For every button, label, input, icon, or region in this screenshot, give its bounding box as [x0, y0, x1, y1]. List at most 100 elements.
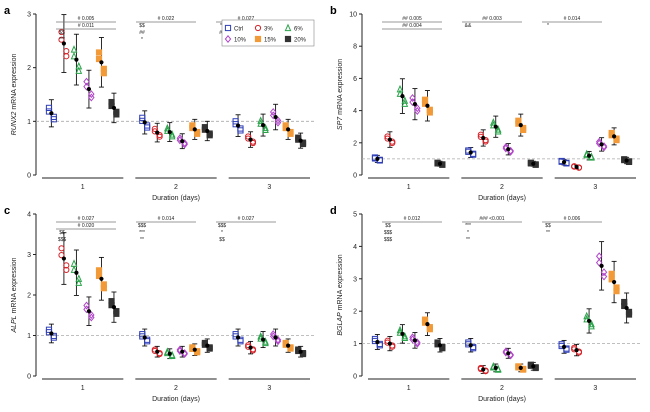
x-tick-label: 3 [267, 385, 271, 392]
data-point-15% [613, 288, 620, 295]
significance-label: ** [466, 237, 470, 243]
legend: Ctrl 3% 6% 10% 15% 20% [221, 19, 315, 47]
significance-label: *** [59, 37, 65, 43]
mean-point [74, 57, 79, 62]
data-point-6% [396, 325, 404, 334]
data-point-Ctrl [563, 346, 570, 353]
mean-point [74, 270, 79, 275]
data-point-6% [588, 319, 595, 328]
data-point-6% [70, 265, 78, 273]
data-point-6% [396, 89, 404, 97]
mean-point [260, 122, 266, 128]
y-axis-label: SP7 mRNA expression [337, 59, 344, 130]
data-point-15% [287, 130, 294, 137]
data-point-3% [482, 138, 489, 145]
significance-label: $$ [139, 23, 145, 29]
data-point-10% [88, 90, 95, 99]
significance-label: # 0.027 [238, 16, 255, 22]
x-tick-label: 1 [81, 184, 85, 191]
data-point-20% [206, 345, 213, 352]
mean-point [412, 338, 418, 343]
y-tick-label: 4 [353, 108, 357, 115]
data-point-15% [95, 55, 103, 63]
significance-label: ### <0.001 [479, 216, 504, 222]
data-point-10% [414, 339, 421, 348]
data-point-6% [583, 314, 591, 323]
mean-point [425, 322, 430, 327]
data-point-6% [75, 274, 83, 282]
data-point-10% [269, 332, 277, 341]
data-point-20% [299, 350, 307, 358]
data-point-10% [502, 347, 510, 356]
mean-point [248, 345, 253, 350]
mean-point [235, 123, 241, 128]
legend-marker [284, 35, 292, 43]
data-point-6% [257, 116, 265, 124]
mean-point [49, 111, 54, 116]
data-point-3% [58, 252, 65, 259]
data-point-6% [489, 118, 497, 126]
data-point-6% [168, 130, 176, 138]
data-point-6% [262, 125, 269, 134]
y-axis-suffix: mRNA expression [11, 54, 18, 112]
x-axis-label: Duration (days) [478, 396, 526, 403]
significance-label: # 0.006 [564, 216, 581, 222]
mean-point [235, 335, 241, 340]
data-point-3% [156, 350, 163, 358]
mean-point [574, 347, 579, 353]
legend-marker [254, 35, 262, 43]
data-point-10% [595, 137, 603, 146]
data-point-10% [414, 104, 421, 113]
mean-point [99, 60, 104, 65]
x-tick-label: 1 [407, 385, 411, 392]
significance-label: ** [546, 230, 550, 236]
significance-label: * [221, 230, 223, 236]
data-point-3% [389, 139, 396, 147]
data-point-20% [299, 140, 307, 148]
x-tick-label: 3 [593, 385, 597, 392]
mean-point [437, 343, 443, 348]
data-point-6% [70, 51, 78, 60]
y-tick-label: 2 [353, 140, 357, 147]
data-point-15% [100, 70, 107, 77]
data-point-15% [608, 270, 615, 277]
significance-label: ## [139, 30, 145, 36]
mean-point [387, 341, 392, 346]
mean-point [468, 150, 473, 155]
mean-point [142, 120, 147, 125]
data-point-6% [262, 337, 269, 345]
panel-letter: b [330, 5, 337, 17]
significance-label: ## 0.003 [482, 16, 502, 22]
data-point-3% [151, 125, 158, 133]
mean-point [192, 347, 197, 352]
data-point-3% [249, 139, 257, 147]
data-point-3% [63, 53, 70, 60]
y-tick-label: 8 [353, 44, 357, 51]
mean-point [111, 305, 117, 310]
mean-point [180, 139, 185, 144]
chart-panel-c: c 0 1 2 3 4 ALPL mRNA expression 1 2 3 Duration (d… [4, 205, 316, 403]
panel-letter: c [4, 205, 10, 217]
data-point-6% [588, 321, 595, 330]
data-point-20% [113, 310, 120, 317]
data-point-10% [176, 345, 184, 354]
mean-point [49, 331, 54, 336]
data-point-3% [575, 349, 583, 356]
mean-point [248, 137, 253, 142]
data-point-6% [262, 123, 269, 132]
data-point-6% [401, 333, 409, 342]
data-point-3% [477, 131, 484, 138]
y-tick-label: 0 [27, 374, 31, 381]
significance-label: # 0.027 [78, 216, 95, 222]
x-tick-label: 1 [81, 385, 85, 392]
mean-point [531, 364, 536, 369]
x-tick-label: 1 [407, 184, 411, 191]
data-point-15% [95, 49, 103, 56]
mean-point [205, 128, 210, 134]
mean-point [561, 344, 567, 349]
x-tick-label: 3 [267, 184, 271, 191]
mean-point [468, 343, 473, 348]
data-point-10% [595, 258, 603, 267]
data-point-15% [100, 285, 107, 292]
data-point-10% [269, 111, 277, 120]
